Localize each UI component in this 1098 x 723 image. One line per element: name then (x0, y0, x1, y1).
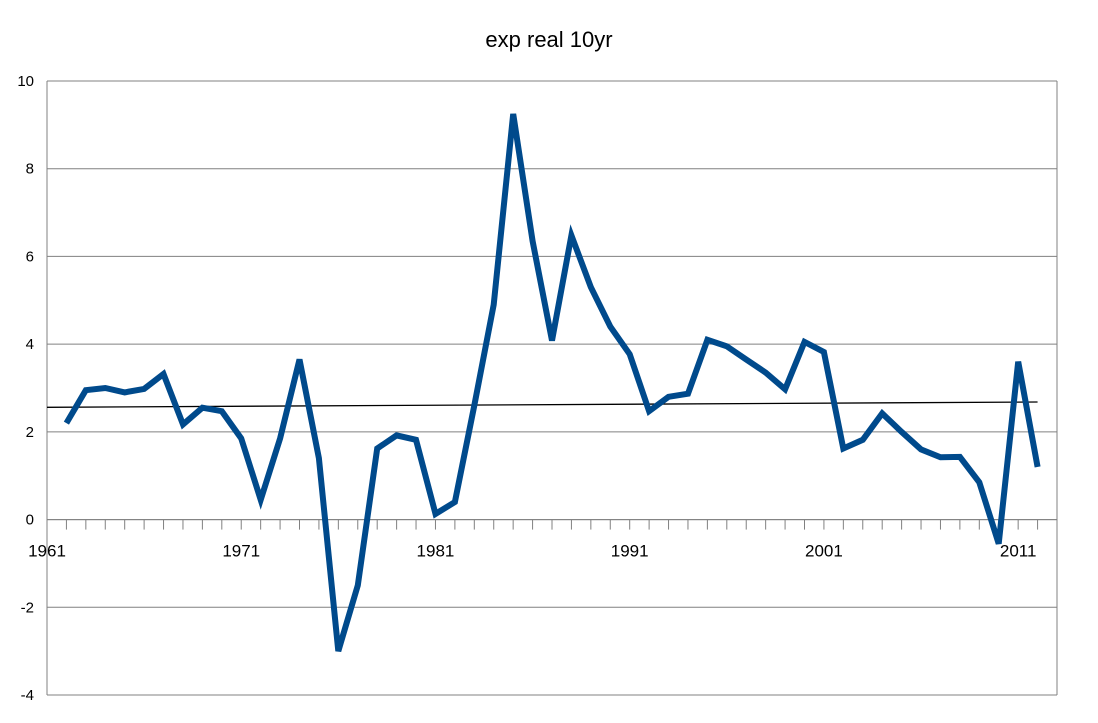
x-tick-label: 2001 (805, 542, 843, 561)
y-tick-label: 2 (26, 424, 34, 441)
x-tick-label: 1981 (417, 542, 455, 561)
x-tick-label: 1961 (28, 542, 66, 561)
series-layer (63, 113, 1041, 652)
y-tick-label: 4 (26, 336, 34, 353)
gridlines (47, 80, 1057, 696)
y-tick-label: 8 (26, 161, 34, 178)
chart-title: exp real 10yr (485, 27, 612, 52)
series-line (63, 113, 1041, 652)
trendline-layer (46, 401, 1038, 408)
x-tick-label: 1991 (611, 542, 649, 561)
x-tick-label: 1971 (222, 542, 260, 561)
x-tick-label: 2011 (1000, 542, 1037, 561)
trendline (46, 401, 1038, 408)
y-tick-label: 6 (26, 248, 34, 265)
y-tick-label: -4 (21, 687, 34, 704)
y-tick-label: 10 (17, 73, 34, 90)
y-tick-label: 0 (26, 512, 34, 529)
x-tick-labels: 1961 1971 1981 1991 2001 2011 (28, 542, 1036, 561)
axes (46, 81, 1058, 695)
y-tick-label: -2 (21, 599, 34, 616)
y-tick-labels: -4 -2 0 2 4 6 8 10 (17, 73, 34, 704)
